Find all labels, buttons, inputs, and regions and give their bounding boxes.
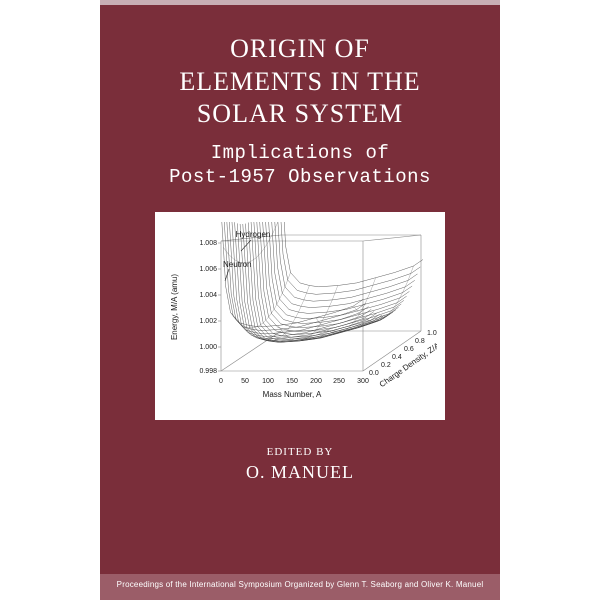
y-axis-ticks: 1.008 1.006 1.004 1.002 1.000 0.998 bbox=[199, 240, 221, 375]
footer-band: Proceedings of the International Symposi… bbox=[100, 574, 500, 600]
chart-surface bbox=[221, 222, 423, 342]
neutron-pointer bbox=[225, 269, 229, 281]
chart-box-frame bbox=[221, 235, 421, 371]
svg-text:0.0: 0.0 bbox=[369, 370, 379, 377]
svg-text:1.004: 1.004 bbox=[199, 292, 217, 299]
hydrogen-annotation: Hydrogen bbox=[236, 230, 271, 239]
svg-text:100: 100 bbox=[262, 378, 274, 385]
svg-text:0.8: 0.8 bbox=[415, 338, 425, 345]
energy-chart: 1.008 1.006 1.004 1.002 1.000 0.998 0 bbox=[163, 222, 437, 412]
book-cover: ORIGIN OF ELEMENTS IN THE SOLAR SYSTEM I… bbox=[100, 0, 500, 600]
chart-panel: 1.008 1.006 1.004 1.002 1.000 0.998 0 bbox=[155, 212, 445, 420]
editor-name: O. MANUEL bbox=[246, 462, 354, 483]
y-axis-label: Energy, M/A (amu) bbox=[170, 273, 179, 339]
x-axis-label: Mass Number, A bbox=[263, 390, 322, 399]
svg-text:1.006: 1.006 bbox=[199, 266, 217, 273]
svg-text:0.6: 0.6 bbox=[404, 346, 414, 353]
subtitle-line-2: Post-1957 Observations bbox=[169, 166, 431, 188]
svg-text:200: 200 bbox=[310, 378, 322, 385]
svg-text:1.000: 1.000 bbox=[199, 344, 217, 351]
edited-by-label: EDITED BY bbox=[267, 446, 334, 458]
cover-main: ORIGIN OF ELEMENTS IN THE SOLAR SYSTEM I… bbox=[100, 5, 500, 574]
svg-text:0.998: 0.998 bbox=[199, 368, 217, 375]
svg-text:1.002: 1.002 bbox=[199, 318, 217, 325]
svg-text:50: 50 bbox=[241, 378, 249, 385]
title-line-2: ELEMENTS IN THE bbox=[179, 67, 420, 96]
svg-text:250: 250 bbox=[333, 378, 345, 385]
svg-text:0.2: 0.2 bbox=[381, 362, 391, 369]
subtitle-line-1: Implications of bbox=[211, 142, 390, 164]
svg-text:1.0: 1.0 bbox=[427, 330, 437, 337]
x-axis-ticks: 0 50 100 150 200 250 300 bbox=[219, 378, 369, 385]
svg-text:1.008: 1.008 bbox=[199, 240, 217, 247]
book-title: ORIGIN OF ELEMENTS IN THE SOLAR SYSTEM bbox=[179, 33, 420, 131]
svg-text:150: 150 bbox=[286, 378, 298, 385]
title-line-1: ORIGIN OF bbox=[230, 34, 370, 63]
footer-text: Proceedings of the International Symposi… bbox=[117, 580, 484, 589]
svg-text:0.4: 0.4 bbox=[392, 354, 402, 361]
book-subtitle: Implications of Post-1957 Observations bbox=[169, 141, 431, 190]
svg-text:300: 300 bbox=[357, 378, 369, 385]
neutron-annotation: Neutron bbox=[223, 260, 251, 269]
svg-text:0: 0 bbox=[219, 378, 223, 385]
title-line-3: SOLAR SYSTEM bbox=[197, 99, 403, 128]
